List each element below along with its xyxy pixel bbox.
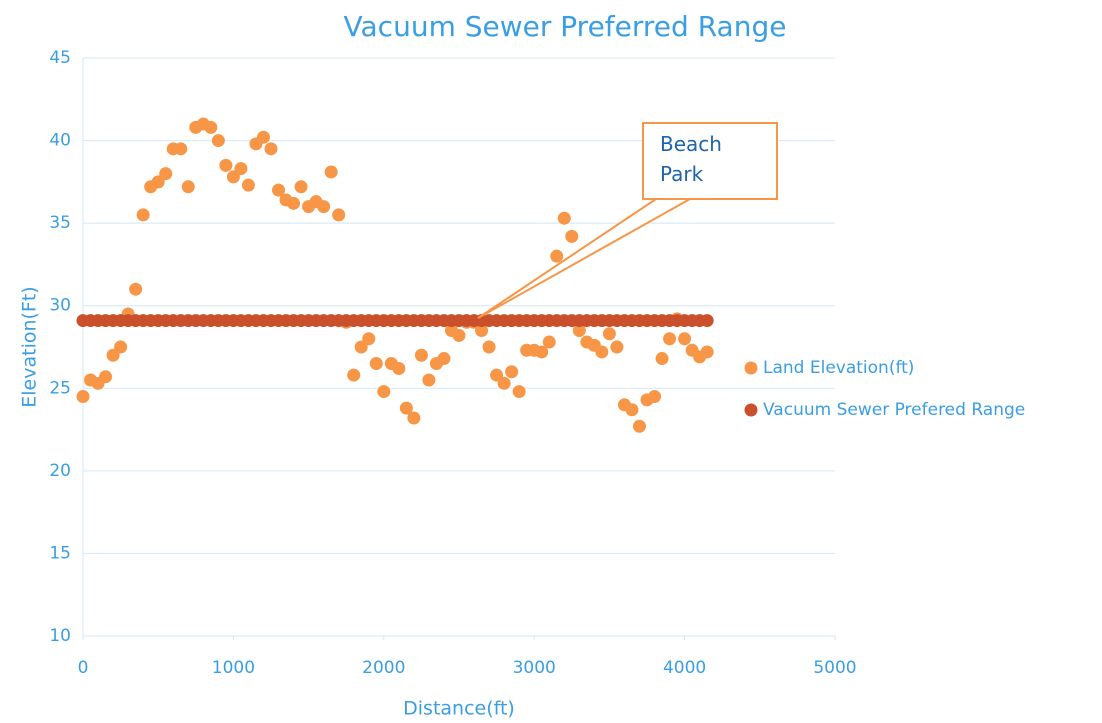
point	[437, 352, 451, 366]
point	[324, 165, 338, 179]
point	[151, 175, 165, 189]
point	[174, 142, 188, 156]
point	[256, 130, 270, 144]
y-tick-label: 40	[49, 131, 71, 151]
point	[505, 365, 519, 379]
point	[294, 180, 308, 194]
y-tick-label: 25	[49, 378, 71, 398]
point	[76, 390, 90, 404]
x-tick-label: 2000	[362, 658, 405, 678]
point	[181, 180, 195, 194]
point	[452, 328, 466, 342]
point	[407, 411, 421, 425]
y-tick-label: 30	[49, 296, 71, 316]
point	[317, 200, 331, 214]
point	[392, 361, 406, 375]
y-tick-label: 35	[49, 213, 71, 233]
point	[219, 158, 233, 172]
point	[414, 348, 428, 362]
legend-label: Vacuum Sewer Prefered Range	[763, 400, 1025, 420]
point	[159, 167, 173, 181]
point	[369, 357, 383, 371]
x-tick-label: 0	[78, 658, 89, 678]
point	[399, 401, 413, 415]
annotation-box: Beach Park	[642, 122, 778, 200]
point	[625, 403, 639, 417]
x-tick-label: 4000	[663, 658, 706, 678]
point	[475, 323, 489, 337]
point	[422, 373, 436, 387]
point	[610, 340, 624, 354]
point	[354, 340, 368, 354]
point	[497, 376, 511, 390]
point	[377, 385, 391, 399]
point	[211, 134, 225, 148]
point	[114, 340, 128, 354]
y-tick-label: 20	[49, 461, 71, 481]
point	[700, 314, 714, 328]
point	[272, 183, 286, 197]
point	[655, 352, 669, 366]
point	[129, 282, 143, 296]
point	[663, 332, 677, 346]
point	[106, 348, 120, 362]
point	[595, 345, 609, 359]
point	[678, 332, 692, 346]
point	[572, 323, 586, 337]
point	[535, 345, 549, 359]
point	[490, 368, 504, 382]
point	[226, 170, 240, 184]
point	[99, 370, 113, 384]
chart-title: Vacuum Sewer Preferred Range	[344, 10, 787, 43]
legend-marker	[744, 361, 758, 375]
point	[362, 332, 376, 346]
annotation-pointer	[477, 198, 691, 319]
point	[482, 340, 496, 354]
y-tick-label: 45	[49, 48, 71, 68]
x-tick-label: 1000	[212, 658, 255, 678]
point	[241, 178, 255, 192]
point	[602, 327, 616, 341]
point	[136, 208, 150, 222]
point	[648, 390, 662, 404]
x-tick-label: 5000	[813, 658, 856, 678]
point	[565, 229, 579, 243]
y-tick-label: 15	[49, 543, 71, 563]
point	[332, 208, 346, 222]
point	[700, 345, 714, 359]
y-tick-label: 10	[49, 626, 71, 646]
point	[287, 196, 301, 210]
point	[550, 249, 564, 263]
legend-marker	[744, 403, 758, 417]
legend-label: Land Elevation(ft)	[763, 358, 914, 378]
point	[632, 419, 646, 433]
point	[542, 335, 556, 349]
x-axis-label: Distance(ft)	[403, 698, 515, 720]
point	[557, 211, 571, 225]
point	[347, 368, 361, 382]
point	[264, 142, 278, 156]
point	[512, 385, 526, 399]
point	[234, 162, 248, 176]
y-axis-label: Elevation(Ft)	[19, 286, 41, 407]
point	[204, 120, 218, 134]
x-tick-label: 3000	[513, 658, 556, 678]
